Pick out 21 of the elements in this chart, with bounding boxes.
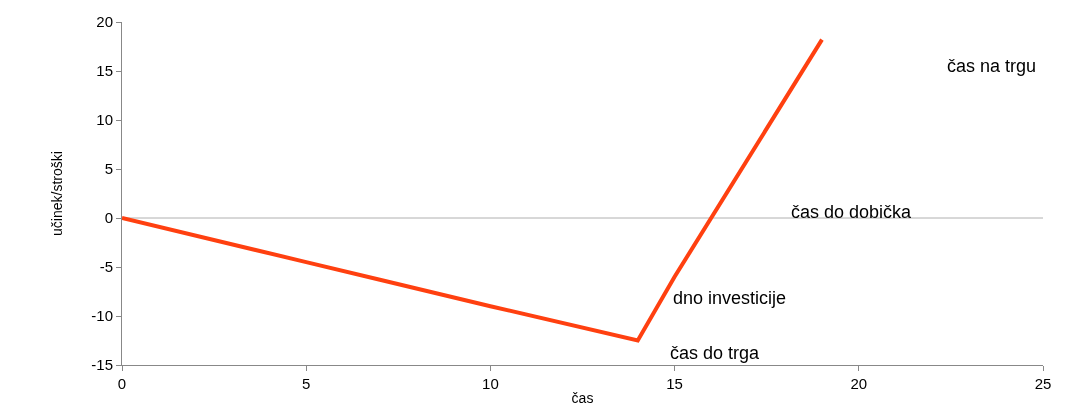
y-tick-label: 10: [96, 111, 113, 129]
y-tick-label: -15: [91, 356, 113, 374]
y-tick-label: 15: [96, 62, 113, 80]
y-tick-label: -10: [91, 307, 113, 325]
y-axis-title: učinek/stroški: [48, 151, 65, 236]
annotation: čas do dobička: [791, 202, 913, 222]
y-tick-label: 0: [104, 209, 113, 227]
annotation: dno investicije: [673, 288, 787, 308]
x-axis-title: čas: [571, 390, 594, 407]
x-tick-label: 15: [666, 375, 683, 392]
x-tick-label: 25: [1034, 375, 1052, 392]
y-tick-label: 20: [96, 13, 113, 31]
x-tick-label: 0: [117, 375, 127, 392]
x-tick-label: 20: [850, 375, 868, 392]
y-tick-label: -5: [99, 258, 113, 276]
y-tick-label: 5: [104, 160, 113, 178]
line-series: [122, 37, 824, 343]
x-tick-label: 5: [302, 375, 311, 392]
x-tick-label: 10: [482, 375, 499, 392]
annotation: čas na trgu: [947, 56, 1037, 76]
annotation: čas do trga: [670, 343, 761, 363]
